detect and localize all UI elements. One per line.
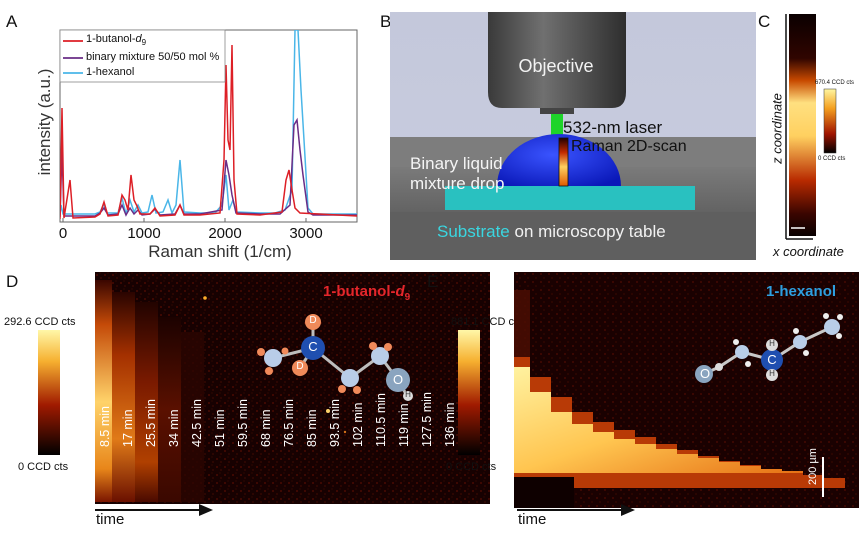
atom-hydrogen-e-top: H	[769, 339, 775, 348]
time-arrow-d	[95, 504, 213, 516]
time-label: 34 min	[167, 409, 181, 447]
colorbar-d-min: 0 CCD cts	[18, 461, 69, 473]
time-label: 25.5 min	[144, 399, 158, 447]
x-tick-1000: 1000	[127, 225, 161, 242]
colorbar-e	[458, 330, 480, 455]
scan-map-c	[785, 14, 816, 240]
time-label: 119 min	[397, 403, 411, 447]
atom-carbon-d: C	[308, 339, 318, 354]
time-label-d: time	[96, 511, 125, 528]
time-label: 127.5 min	[420, 392, 434, 447]
time-arrow-e	[517, 504, 635, 516]
panel-b-letter: B	[380, 12, 392, 31]
time-label: 68 min	[259, 409, 273, 447]
atom-hydrogen-e-bottom: H	[769, 369, 775, 378]
time-label: 8.5 min	[98, 406, 112, 447]
title-1-hexanol: 1-hexanol	[766, 283, 837, 300]
substrate-label: Substrate on microscopy table	[437, 222, 666, 241]
title-1-butanol-d9: 1-butanol-d9	[323, 283, 411, 303]
chart-a-xlabel: Raman shift (1/cm)	[148, 242, 292, 261]
laser-label: 532-nm laser	[563, 118, 663, 137]
time-label: 42.5 min	[190, 399, 204, 447]
x-coordinate-label: x coordinate	[773, 244, 844, 259]
colorbar-c-max: 670.4 CCD cts	[815, 80, 855, 86]
atom-deuterium-top: D	[309, 315, 317, 326]
atom-deuterium-bottom: D	[296, 361, 304, 372]
time-label: 102 min	[351, 402, 365, 447]
x-tick-3000: 3000	[289, 225, 323, 242]
time-label: 17 min	[121, 409, 135, 447]
series-line-1-butanol-d9	[60, 44, 357, 220]
colorbar-e-max: 881.1 CCD cts	[451, 316, 523, 328]
objective-label: Objective	[518, 56, 594, 76]
diagram-b-setup	[390, 12, 756, 260]
atom-hydrogen-d: H	[405, 390, 411, 399]
colorbar-c-min: 0 CCD cts	[818, 156, 846, 162]
x-tick-0: 0	[58, 225, 68, 242]
scalebar-label: 200 µm	[807, 448, 819, 485]
chart-a-raman-spectra	[59, 29, 358, 223]
colorbar-d-max: 292.6 CCD cts	[4, 316, 76, 328]
time-label: 93.5 min	[328, 399, 342, 447]
time-label: 136 min	[443, 402, 457, 447]
panel-a-letter: A	[6, 12, 18, 31]
raman-scan-label: Raman 2D-scan	[571, 138, 687, 155]
legend-entry-1-hexanol: 1-hexanol	[86, 66, 135, 78]
atom-oxygen-e: O	[699, 366, 711, 381]
panel-d-letter: D	[6, 272, 19, 291]
atom-carbon-e: C	[767, 352, 777, 367]
legend-entry-binary-mixture: binary mixture 50/50 mol %	[86, 51, 220, 63]
time-label: 51 min	[213, 409, 227, 447]
panel-e-letter: E	[427, 272, 439, 291]
time-label-e: time	[518, 511, 547, 528]
colorbar-c	[823, 88, 837, 154]
x-tick-2000: 2000	[208, 225, 242, 242]
time-label: 110.5 min	[374, 393, 388, 447]
panel-c-letter: C	[758, 12, 771, 31]
colorbar-d	[38, 330, 60, 455]
time-label: 59.5 min	[236, 399, 250, 447]
time-label: 76.5 min	[282, 399, 296, 447]
legend-entry-1-butanol-d9: 1-butanol-d9	[86, 33, 147, 48]
time-label: 85 min	[305, 409, 319, 447]
drop-label-line2: mixture drop	[410, 174, 505, 193]
colorbar-e-min: 0 CCD cts	[446, 461, 497, 473]
kymograph-d-butanol	[95, 272, 490, 504]
drop-label-line1: Binary liquid	[410, 154, 503, 173]
atom-oxygen-d: O	[392, 372, 404, 387]
kymograph-e-hexanol	[514, 272, 859, 508]
